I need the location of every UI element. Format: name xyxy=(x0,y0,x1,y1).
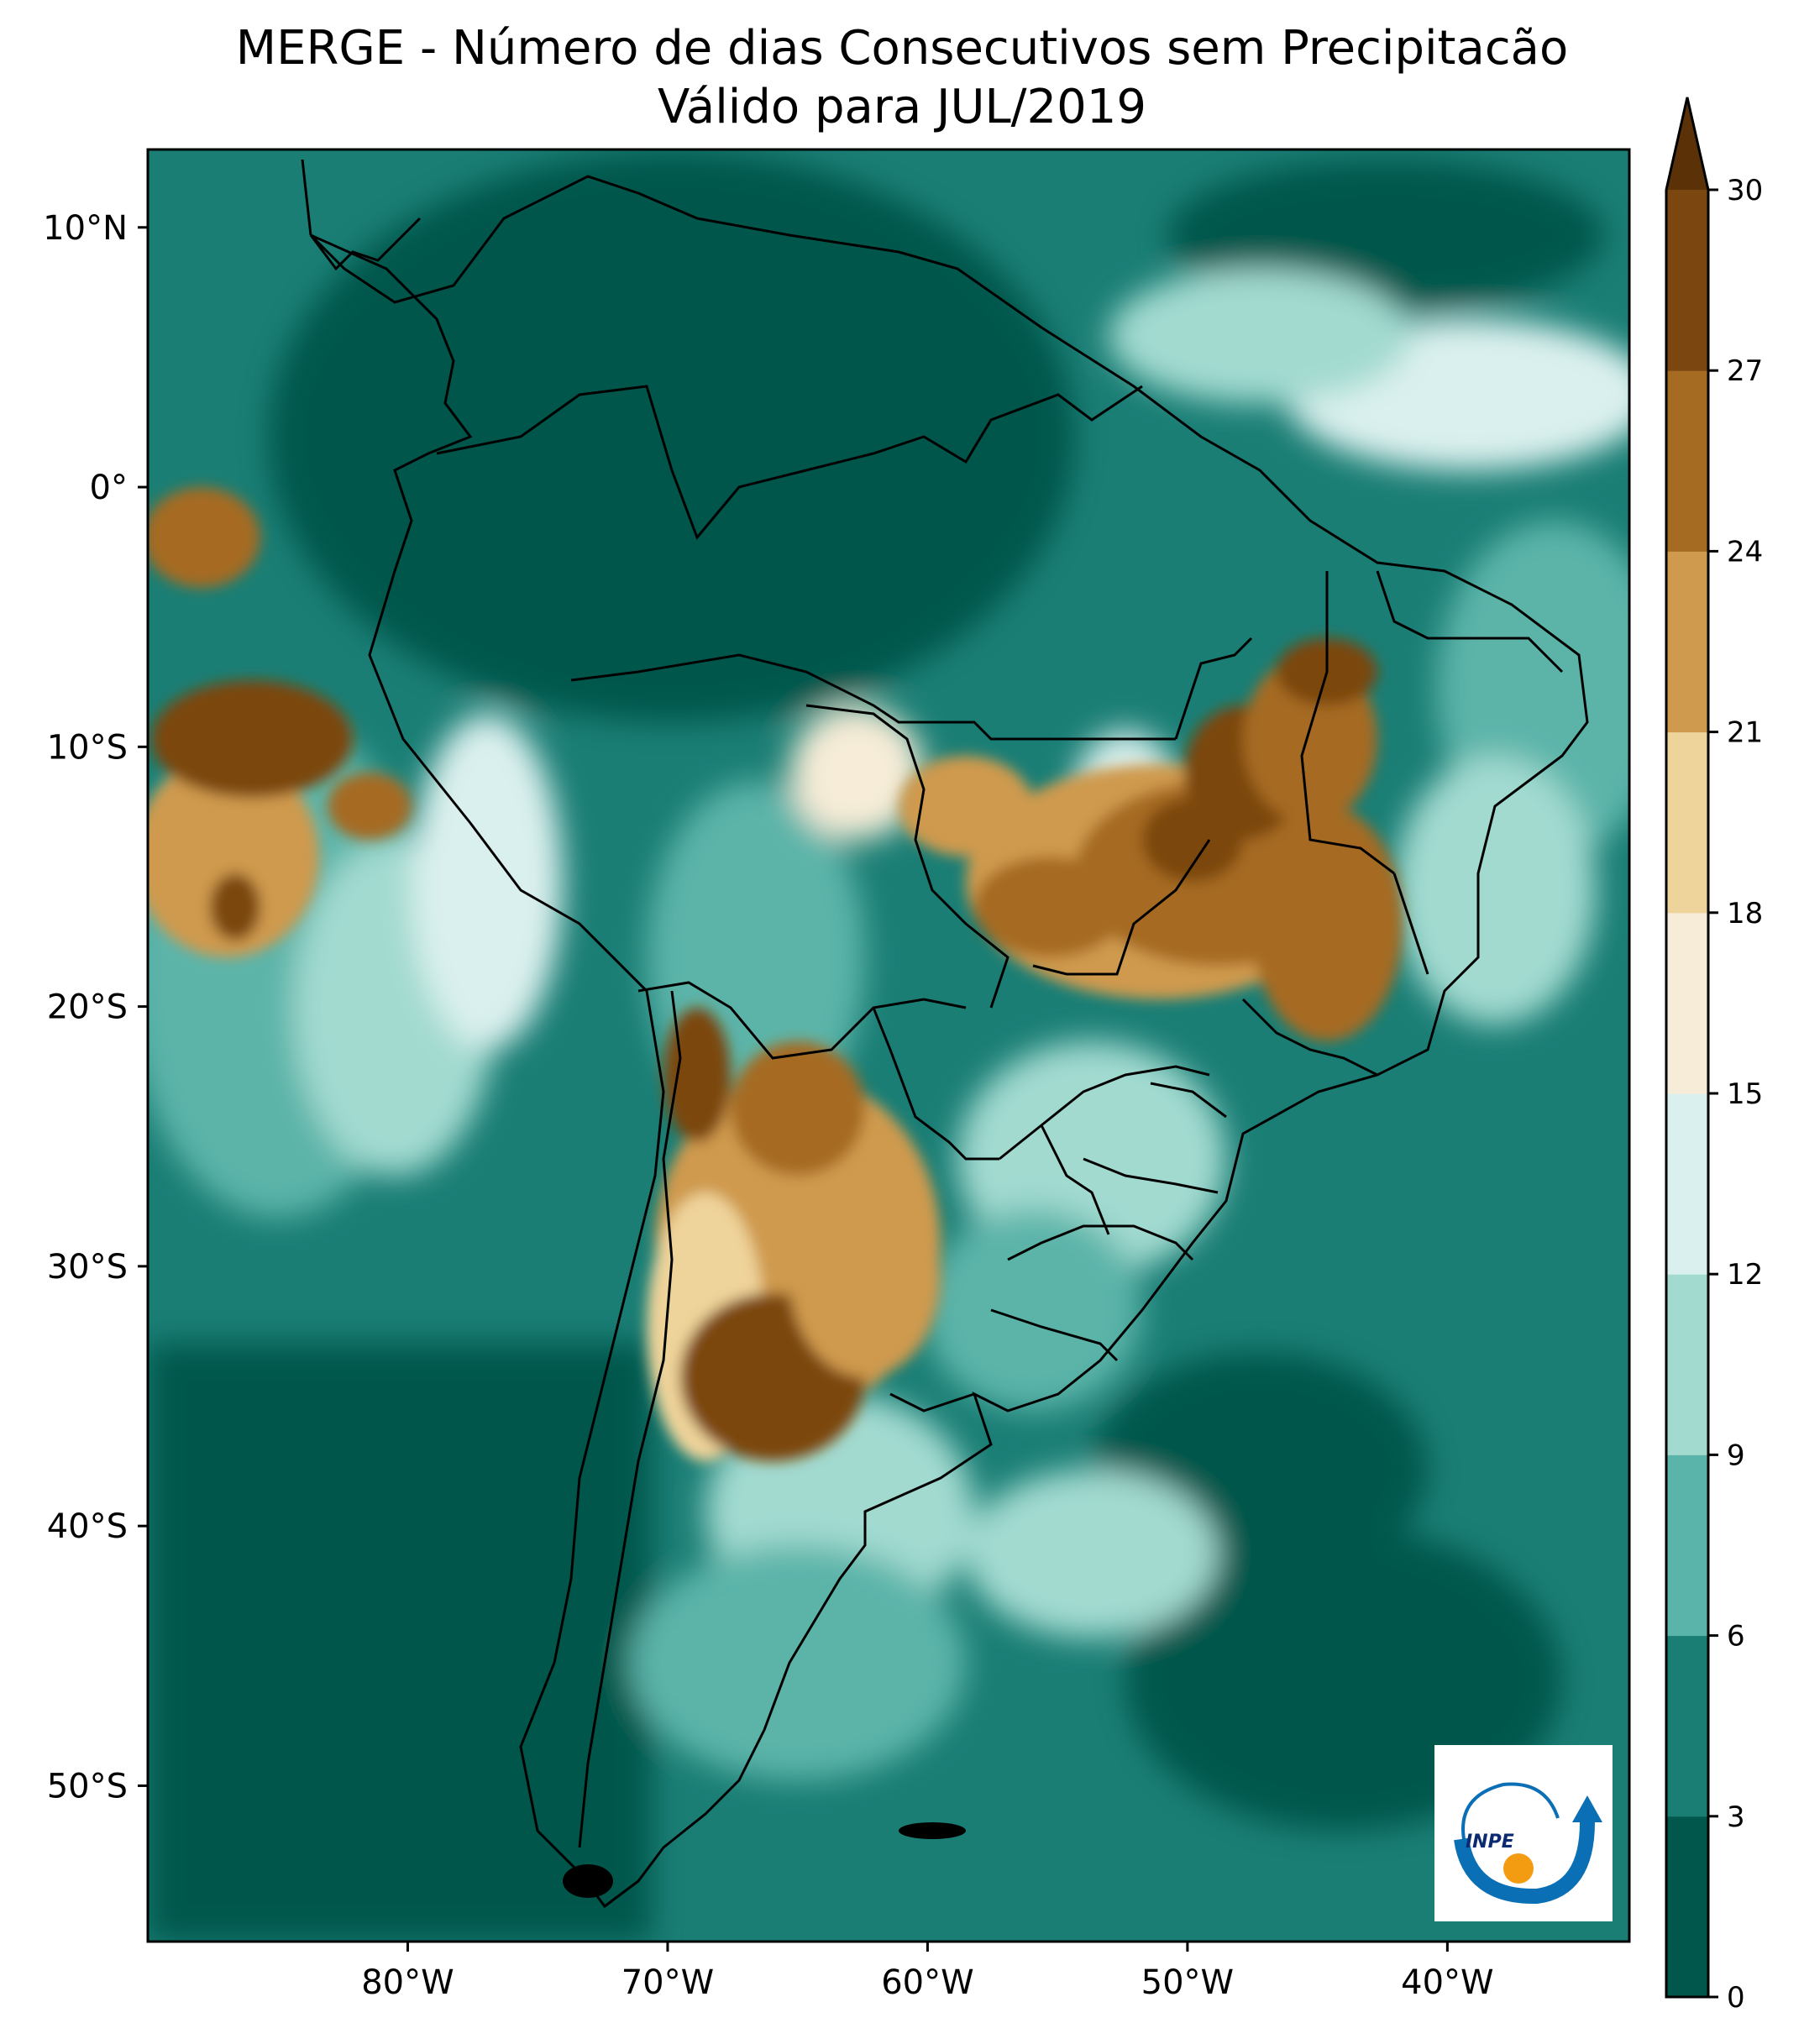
colorbar-segment xyxy=(1666,370,1708,552)
logo-text: INPE xyxy=(1466,1832,1514,1853)
map-title: MERGE - Número de dias Consecutivos sem … xyxy=(235,21,1569,76)
inpe-logo: INPE xyxy=(1434,1745,1613,1921)
longitude-axis: 80°W 70°W 60°W 50°W 40°W xyxy=(361,1942,1494,2002)
lat-tick-label: 30°S xyxy=(47,1248,128,1287)
colorbar-segment xyxy=(1666,1274,1708,1455)
colorbar-segment xyxy=(1666,1093,1708,1275)
lon-tick-label: 70°W xyxy=(621,1963,714,2002)
colorbar-tick-label: 21 xyxy=(1727,716,1763,750)
lat-tick-label: 50°S xyxy=(47,1767,128,1806)
colorbar-tick-label: 9 xyxy=(1727,1439,1745,1472)
colorbar-tick-label: 6 xyxy=(1727,1620,1745,1654)
colorbar-segment xyxy=(1666,551,1708,733)
map-subtitle: Válido para JUL/2019 xyxy=(657,80,1147,134)
colorbar-tick-label: 15 xyxy=(1727,1077,1763,1111)
colorbar-extend-arrow xyxy=(1666,97,1708,190)
colorbar-tick-label: 30 xyxy=(1727,174,1763,207)
colorbar-segment xyxy=(1666,1454,1708,1637)
lon-tick-label: 60°W xyxy=(881,1963,973,2002)
latitude-axis: 10°N 0° 10°S 20°S 30°S 40°S 50°S xyxy=(43,209,148,1806)
colorbar-tick-label: 24 xyxy=(1727,535,1763,569)
lat-tick-label: 20°S xyxy=(47,988,128,1027)
lon-tick-label: 80°W xyxy=(361,1963,454,2002)
lat-tick-label: 0° xyxy=(90,469,128,507)
colorbar-tick-label: 0 xyxy=(1727,1981,1745,2015)
lat-tick-label: 40°S xyxy=(47,1507,128,1546)
colorbar-segment xyxy=(1666,731,1708,914)
colorbar-tick-label: 18 xyxy=(1727,897,1763,930)
colorbar: 0 3 6 9 12 15 18 21 24 27 30 xyxy=(1665,97,1763,2015)
colorbar-segment xyxy=(1666,190,1708,371)
colorbar-tick-label: 12 xyxy=(1727,1258,1763,1292)
map-area xyxy=(148,149,1629,1942)
lon-tick-label: 40°W xyxy=(1401,1963,1493,2002)
colorbar-outline xyxy=(1665,97,1710,1999)
islands xyxy=(563,1822,966,1898)
map-frame xyxy=(146,148,1631,1943)
lat-tick-label: 10°S xyxy=(47,728,128,767)
colorbar-segment xyxy=(1666,912,1708,1094)
country-borders xyxy=(301,159,1589,1909)
colorbar-segment xyxy=(1666,1635,1708,1817)
colorbar-tick-label: 3 xyxy=(1727,1800,1745,1834)
colorbar-segment xyxy=(1666,1816,1708,1998)
lon-tick-label: 50°W xyxy=(1141,1963,1234,2002)
colorbar-tick-label: 27 xyxy=(1727,354,1763,388)
dry-regions xyxy=(148,487,1403,1461)
lat-tick-label: 10°N xyxy=(43,209,128,248)
